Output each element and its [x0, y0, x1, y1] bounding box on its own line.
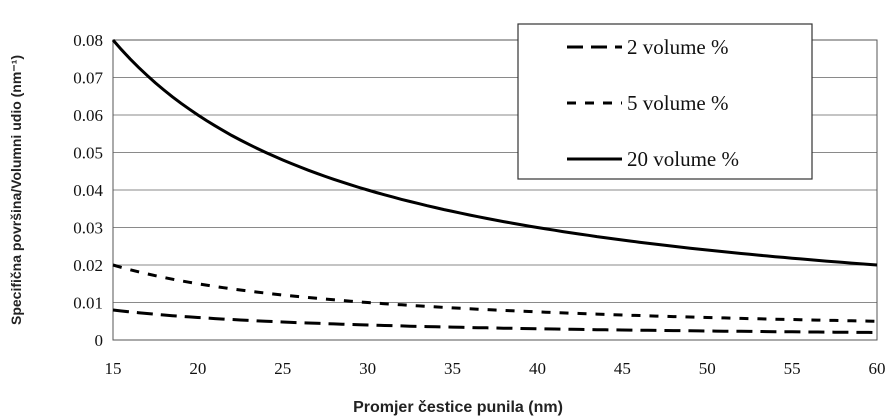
y-tick-label: 0.06 [73, 106, 103, 125]
x-tick-label: 20 [189, 359, 206, 378]
legend-label-5-volume: 5 volume % [627, 91, 728, 115]
y-axis-label: Specifična površina/Volumni udio (nm⁻¹) [8, 55, 24, 325]
y-tick-label: 0.02 [73, 256, 103, 275]
x-tick-label: 60 [869, 359, 886, 378]
legend-label-20-volume: 20 volume % [627, 147, 739, 171]
x-tick-label: 15 [105, 359, 122, 378]
x-tick-label: 30 [359, 359, 376, 378]
x-tick-label: 55 [784, 359, 801, 378]
legend-label-2-volume: 2 volume % [627, 35, 728, 59]
x-tick-label: 45 [614, 359, 631, 378]
plot-frame [112, 39, 878, 341]
y-tick-label: 0.04 [73, 181, 103, 200]
y-tick-label: 0.08 [73, 31, 103, 50]
series-line-2-volume [112, 308, 878, 334]
series-lines [111, 39, 878, 334]
x-tick-label: 50 [699, 359, 716, 378]
legend: 2 volume % 5 volume % 20 volume % [517, 23, 813, 180]
x-tick-labels: 15 20 25 30 35 40 45 50 55 60 [105, 359, 886, 378]
y-tick-label: 0.03 [73, 219, 103, 238]
x-tick-label: 25 [274, 359, 291, 378]
series-line-5-volume [112, 263, 878, 323]
y-tick-label: 0 [95, 331, 104, 350]
y-tick-label: 0.01 [73, 294, 103, 313]
series-line-20-volume [111, 39, 878, 267]
y-tick-label: 0.05 [73, 144, 103, 163]
x-tick-label: 35 [444, 359, 461, 378]
x-tick-label: 40 [529, 359, 546, 378]
x-axis-label: Promjer čestice punila (nm) [353, 399, 563, 416]
y-tick-labels: 0 0.01 0.02 0.03 0.04 0.05 0.06 0.07 0.08 [73, 31, 103, 350]
y-tick-label: 0.07 [73, 69, 103, 88]
